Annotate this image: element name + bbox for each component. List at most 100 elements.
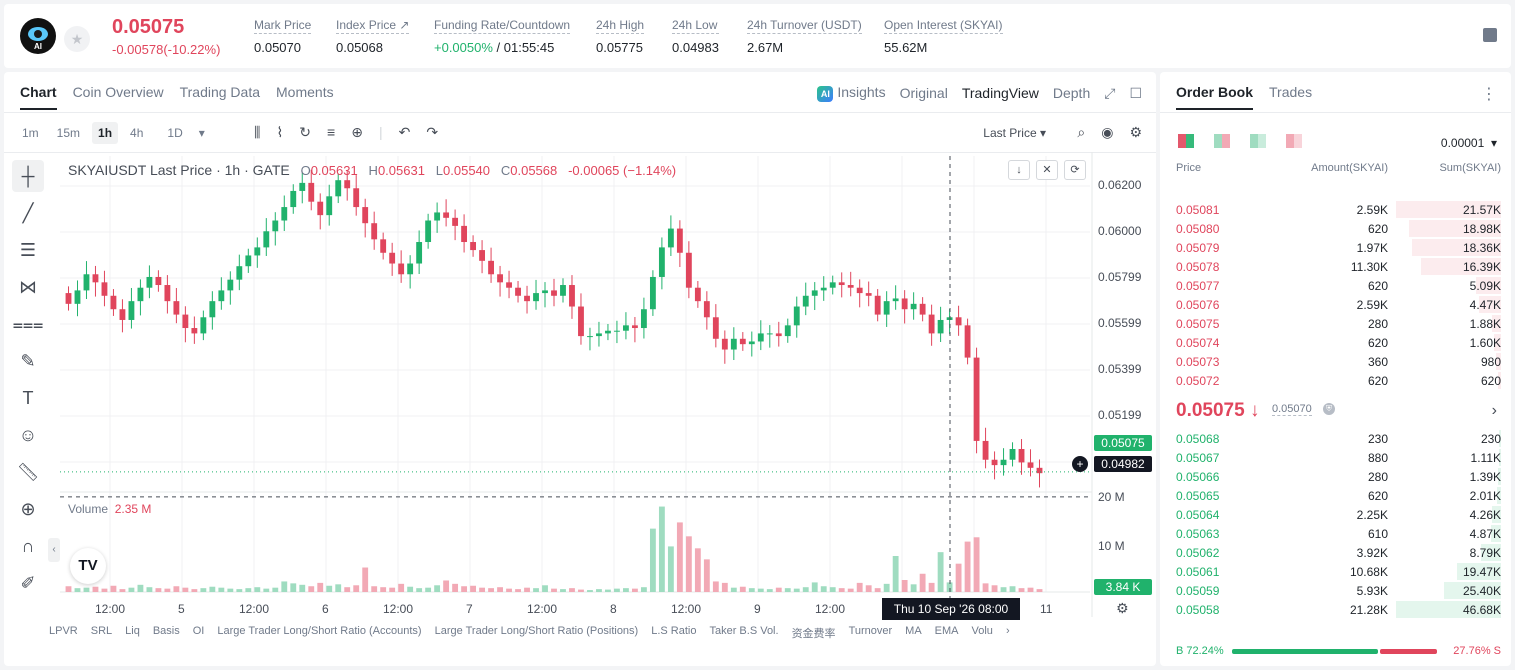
- tab-order-book[interactable]: Order Book: [1176, 84, 1254, 110]
- scroll-down-icon[interactable]: ↓: [1008, 160, 1030, 180]
- chevron-right-icon[interactable]: ›: [1005, 625, 1010, 637]
- indicator-item[interactable]: Turnover: [848, 625, 893, 637]
- text-icon[interactable]: T: [22, 388, 34, 408]
- time-label: 12:00: [815, 602, 846, 616]
- chevron-right-icon[interactable]: ›: [1491, 402, 1497, 419]
- candle-body: [856, 287, 863, 294]
- horizontal-lines-icon[interactable]: ☰: [19, 240, 37, 260]
- bid-row[interactable]: 0.05068 230 230: [1160, 429, 1511, 448]
- ask-row[interactable]: 0.05073 360 980: [1160, 352, 1511, 371]
- interval-1m[interactable]: 1m: [22, 126, 39, 140]
- view-both-icon[interactable]: [1178, 134, 1194, 148]
- indicator-item[interactable]: SRL: [90, 625, 113, 637]
- bid-row[interactable]: 0.05061 10.68K 19.47K: [1160, 562, 1511, 581]
- fit-icon[interactable]: ⟳: [1064, 160, 1086, 180]
- indicator-item[interactable]: LPVR: [49, 625, 78, 637]
- tab-original[interactable]: Original: [899, 85, 948, 101]
- indicator-item[interactable]: L.S Ratio: [651, 625, 697, 637]
- view-bids-icon[interactable]: [1250, 134, 1266, 148]
- add-alert-icon[interactable]: +: [1072, 456, 1088, 472]
- template-icon[interactable]: ≡: [327, 124, 336, 140]
- favorite-star-icon[interactable]: ★: [64, 26, 90, 52]
- indicator-item[interactable]: OI: [192, 625, 205, 637]
- stat-index-price[interactable]: Index Price ↗ 0.05068: [336, 18, 410, 55]
- shield-icon[interactable]: ⛨: [1323, 403, 1335, 415]
- ask-row[interactable]: 0.05077 620 5.09K: [1160, 276, 1511, 295]
- ask-row[interactable]: 0.05080 620 18.98K: [1160, 219, 1511, 238]
- zoom-in-icon[interactable]: ⊕: [20, 499, 36, 519]
- indicator-item[interactable]: MA: [905, 625, 922, 637]
- ask-row[interactable]: 0.05079 1.97K 18.36K: [1160, 238, 1511, 257]
- emoji-icon[interactable]: ☺: [18, 425, 38, 445]
- book-icon[interactable]: [1483, 28, 1497, 42]
- candle-body: [1018, 448, 1025, 463]
- interval-4h[interactable]: 4h: [130, 126, 144, 140]
- ask-row[interactable]: 0.05076 2.59K 4.47K: [1160, 295, 1511, 314]
- collapse-left-icon[interactable]: ‹: [48, 538, 60, 562]
- bid-row[interactable]: 0.05058 21.28K 46.68K: [1160, 600, 1511, 619]
- replay-icon[interactable]: ↻: [299, 124, 312, 140]
- bid-row[interactable]: 0.05059 5.93K 25.40K: [1160, 581, 1511, 600]
- interval-1d[interactable]: 1D ▾: [167, 126, 205, 140]
- tab-tradingview[interactable]: TradingView: [961, 85, 1039, 101]
- axis-settings-icon[interactable]: ⚙: [1116, 600, 1129, 616]
- more-menu-icon[interactable]: ⋮: [1481, 86, 1497, 103]
- indicator-item[interactable]: EMA: [934, 625, 959, 637]
- fib-icon[interactable]: ⩶: [12, 314, 44, 334]
- tab-moments[interactable]: Moments: [276, 84, 334, 100]
- indicator-item[interactable]: Large Trader Long/Short Ratio (Accounts): [217, 625, 422, 637]
- tradingview-logo[interactable]: TV: [70, 548, 106, 584]
- indicator-item[interactable]: Volu: [971, 625, 993, 637]
- ruler-icon[interactable]: 📏︎: [16, 462, 40, 482]
- tab-chart[interactable]: Chart: [20, 84, 57, 110]
- collapse-icon[interactable]: ✕: [1036, 160, 1058, 180]
- bid-row[interactable]: 0.05066 280 1.39K: [1160, 467, 1511, 486]
- window-icon[interactable]: ☐: [1129, 84, 1142, 101]
- ask-row[interactable]: 0.05081 2.59K 21.57K: [1160, 200, 1511, 219]
- trendline-icon[interactable]: ╱: [22, 203, 34, 223]
- view-both-alt-icon[interactable]: [1214, 134, 1230, 148]
- undo-icon[interactable]: ↶: [398, 124, 411, 140]
- ask-row[interactable]: 0.05078 11.30K 16.39K: [1160, 257, 1511, 276]
- gear-icon[interactable]: ⚙: [1129, 124, 1142, 140]
- indicator-item[interactable]: Basis: [152, 625, 180, 637]
- indicator-item[interactable]: Liq: [125, 625, 140, 637]
- tab-insights[interactable]: AI Insights: [817, 84, 886, 102]
- indicator-item[interactable]: 资金费率: [791, 628, 836, 640]
- indicator-item[interactable]: Large Trader Long/Short Ratio (Positions…: [434, 625, 639, 637]
- add-icon[interactable]: ⊕: [351, 124, 363, 140]
- bid-row[interactable]: 0.05063 610 4.87K: [1160, 524, 1511, 543]
- interval-15m[interactable]: 15m: [56, 126, 81, 140]
- stat-funding-rate[interactable]: Funding Rate/Countdown +0.0050% / 01:55:4…: [434, 18, 571, 55]
- search-icon[interactable]: ⌕: [1077, 124, 1086, 140]
- view-asks-icon[interactable]: [1286, 134, 1302, 148]
- tab-trades[interactable]: Trades: [1269, 84, 1313, 100]
- redo-icon[interactable]: ↷: [426, 124, 439, 140]
- brush-icon[interactable]: ✎: [20, 351, 36, 371]
- tab-trading-data[interactable]: Trading Data: [179, 84, 261, 100]
- volume-bar: [533, 588, 539, 592]
- precision-select[interactable]: 0.00001 ▾: [1440, 136, 1497, 150]
- tab-depth[interactable]: Depth: [1052, 85, 1091, 101]
- expand-icon[interactable]: ⤢: [1104, 84, 1116, 101]
- price-source-select[interactable]: Last Price ▾: [983, 126, 1046, 140]
- ask-row[interactable]: 0.05074 620 1.60K: [1160, 333, 1511, 352]
- bid-row[interactable]: 0.05065 620 2.01K: [1160, 486, 1511, 505]
- candle-type-icon[interactable]: ⫼: [254, 124, 261, 140]
- pattern-icon[interactable]: ⋈: [19, 277, 37, 297]
- interval-1h[interactable]: 1h: [92, 122, 119, 144]
- indicator-item[interactable]: Taker B.S Vol.: [709, 625, 779, 637]
- indicators-icon[interactable]: ⌇: [276, 124, 284, 140]
- tab-coin-overview[interactable]: Coin Overview: [72, 84, 164, 100]
- ask-row[interactable]: 0.05072 620 620: [1160, 371, 1511, 390]
- camera-icon[interactable]: ◉: [1101, 124, 1114, 140]
- candlestick-chart[interactable]: [4, 72, 1156, 666]
- bid-row[interactable]: 0.05067 880 1.11K: [1160, 448, 1511, 467]
- magnet-icon[interactable]: ∩: [21, 536, 35, 556]
- bid-row[interactable]: 0.05062 3.92K 8.79K: [1160, 543, 1511, 562]
- crosshair-icon[interactable]: ┼: [12, 160, 44, 192]
- bid-row[interactable]: 0.05064 2.25K 4.26K: [1160, 505, 1511, 524]
- ask-row[interactable]: 0.05075 280 1.88K: [1160, 314, 1511, 333]
- pen-icon[interactable]: ✐: [20, 573, 36, 593]
- candle-body: [757, 333, 764, 342]
